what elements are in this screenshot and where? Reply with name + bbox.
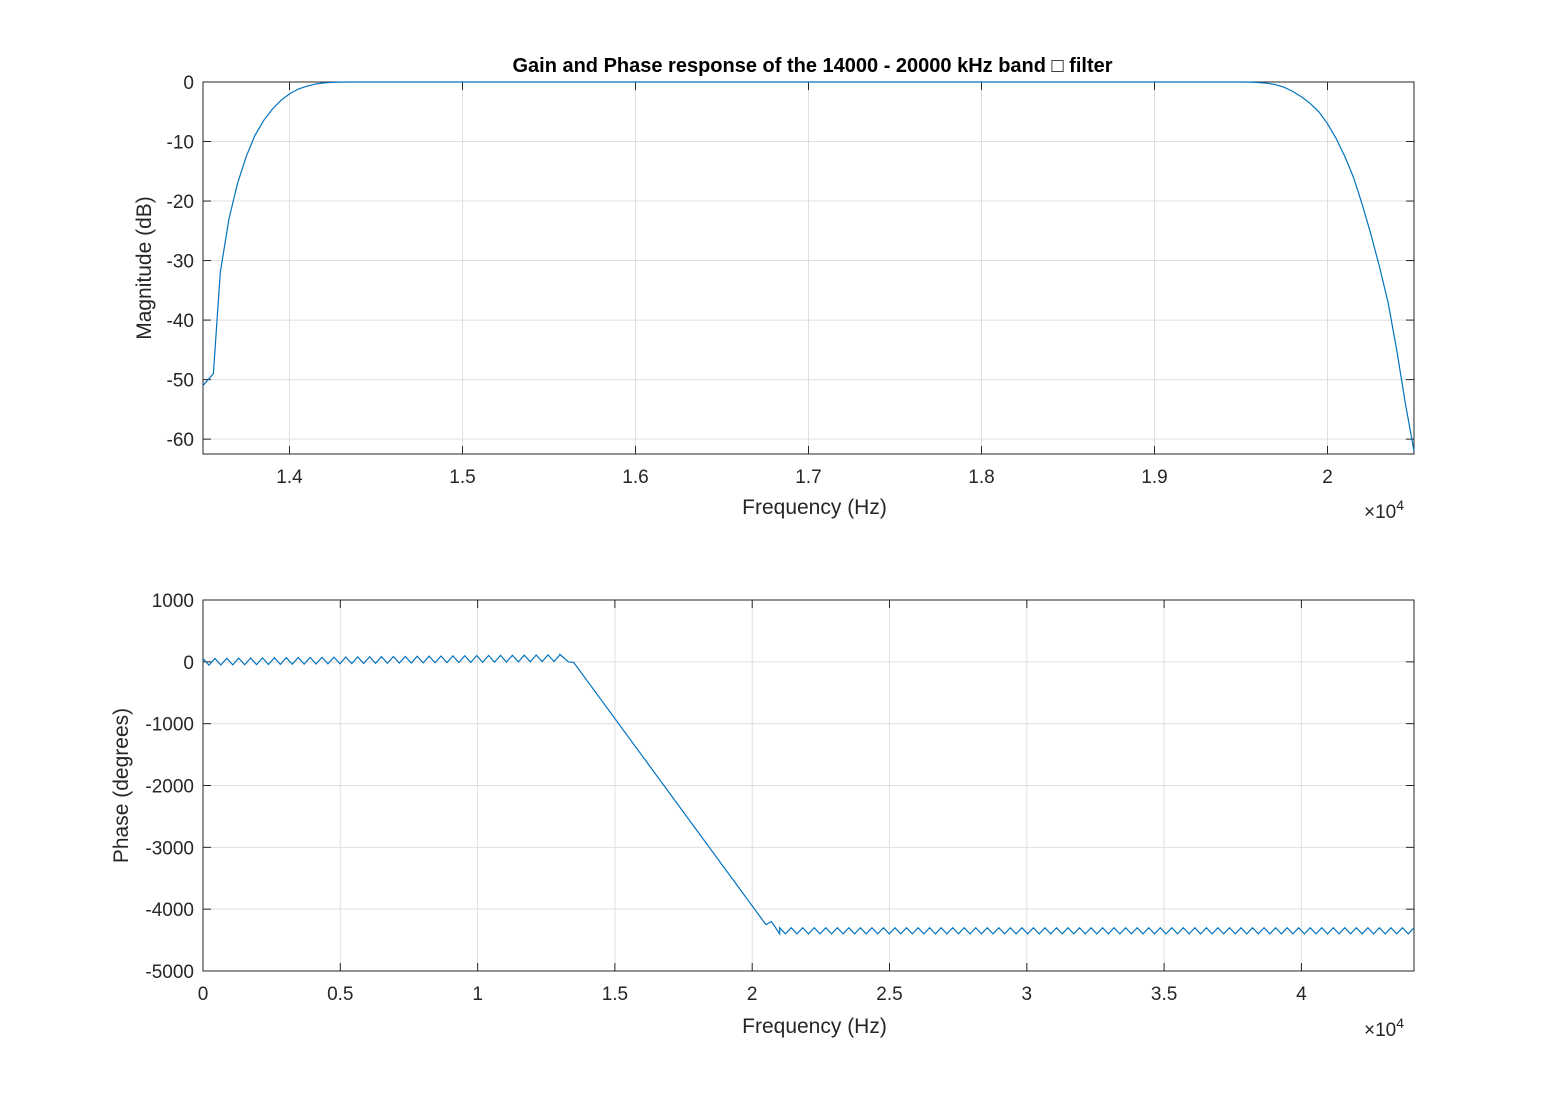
x-tick-label: 1.5 [449,467,475,488]
x-exponent-power: 4 [1396,1015,1404,1031]
x-tick-label: 2 [747,984,758,1005]
y-tick-label: 0 [183,73,194,94]
x-tick-label: 4 [1296,984,1307,1005]
x-tick-label: 3.5 [1151,984,1177,1005]
x-tick-label: 1.4 [276,467,303,488]
x-tick-label: 1.7 [795,467,821,488]
series-line [202,653,1415,936]
x-tick-label: 1.9 [1141,467,1167,488]
y-tick-label: -60 [167,430,194,451]
y-tick-label: -4000 [145,900,194,921]
magnitude-plot: 1.4 1.5 1.6 1.7 1.8 1.9 2 0 -10 -20 -30 -40 -50 -60 Fr… [133,55,1415,523]
x-tick-label: 1.8 [968,467,994,488]
y-tick-label: -1000 [145,715,194,736]
x-exponent-power: 4 [1396,497,1404,513]
y-tick-label: -2000 [145,777,194,798]
x-tick-label: 3 [1022,984,1033,1005]
x-exponent-label: ×104 [1364,497,1404,523]
x-tick-label: 0.5 [327,984,353,1005]
x-tick-label: 0 [198,984,209,1005]
x-axis-label: Frequency (Hz) [742,1015,887,1038]
x-tick-label: 1.5 [602,984,628,1005]
y-tick-label: -5000 [145,962,194,983]
y-tick-label: -40 [167,311,194,332]
x-tick-label: 1 [472,984,483,1005]
y-tick-label: -30 [167,252,194,273]
chart-title: Gain and Phase response of the 14000 - 2… [512,55,1112,77]
x-exponent-label: ×104 [1364,1015,1404,1041]
x-axis-label: Frequency (Hz) [742,496,887,519]
x-tick-label: 2.5 [876,984,902,1005]
y-tick-label: 0 [183,653,194,674]
y-tick-label: -50 [167,371,194,392]
phase-plot: 0 0.5 1 1.5 2 2.5 3 3.5 4 1000 0 -1000 -2000 -3000 -40… [110,591,1415,1041]
series-line [202,81,1415,452]
y-tick-label: -3000 [145,838,194,859]
y-tick-label: -20 [167,192,194,213]
y-tick-label: -10 [167,133,194,154]
x-tick-label: 2 [1322,467,1333,488]
y-axis-label: Phase (degrees) [110,708,133,863]
y-tick-label: 1000 [152,591,194,612]
y-axis-label: Magnitude (dB) [133,196,156,340]
x-tick-label: 1.6 [622,467,648,488]
